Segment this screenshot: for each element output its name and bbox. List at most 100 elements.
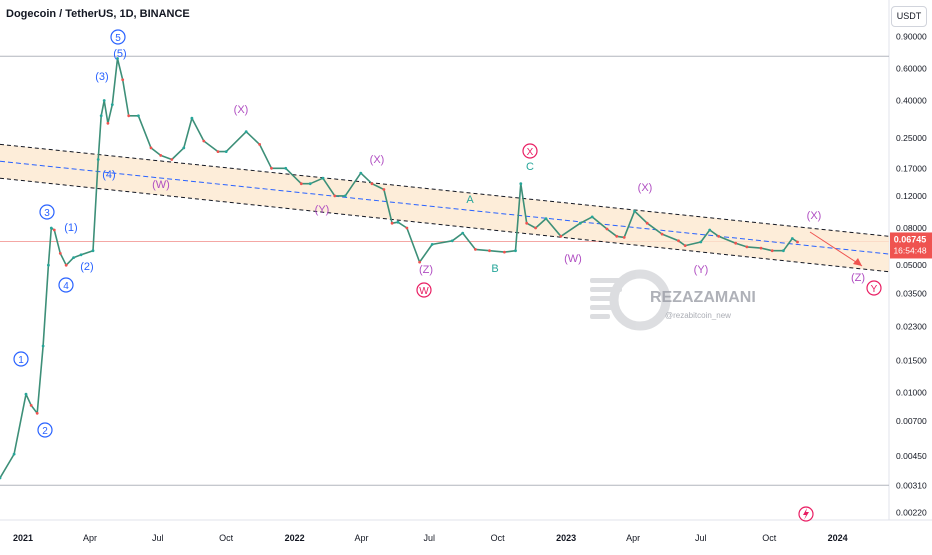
price-point xyxy=(202,139,206,143)
watermark-bar xyxy=(590,296,618,301)
price-point xyxy=(308,182,312,186)
price-point xyxy=(717,234,720,238)
price-point xyxy=(525,221,529,225)
price-point xyxy=(41,344,45,348)
price-point xyxy=(102,99,106,102)
x-tick-label: 2024 xyxy=(828,533,848,543)
price-point xyxy=(519,182,523,186)
price-point xyxy=(734,241,738,245)
price-point xyxy=(149,146,153,150)
wave-label: (Y) xyxy=(694,264,709,276)
price-point xyxy=(461,231,465,235)
wave-label: 1 xyxy=(18,355,24,366)
watermark-logo xyxy=(590,269,671,331)
price-point xyxy=(116,57,119,60)
y-tick-label: 0.40000 xyxy=(896,96,927,106)
price-box-value: 0.06745 xyxy=(894,234,927,244)
price-point xyxy=(343,194,347,198)
price-point xyxy=(321,176,325,180)
wave-label: C xyxy=(526,161,534,173)
price-point xyxy=(430,243,434,246)
price-point xyxy=(790,237,794,240)
price-point xyxy=(503,250,506,254)
price-point xyxy=(578,221,582,225)
wave-label: (X) xyxy=(370,154,385,166)
y-tick-label: 0.00310 xyxy=(896,480,927,490)
wave-label: (3) xyxy=(95,71,108,83)
currency-button[interactable]: USDT xyxy=(891,6,927,27)
price-point xyxy=(284,166,288,170)
wave-label: (4) xyxy=(102,169,115,181)
price-point xyxy=(244,130,248,134)
price-point xyxy=(258,143,261,146)
price-point xyxy=(270,166,273,170)
price-point xyxy=(450,239,454,243)
wave-label-circle xyxy=(522,143,538,159)
y-tick-label: 0.05000 xyxy=(896,260,927,270)
price-point xyxy=(29,404,33,407)
price-point xyxy=(544,217,548,221)
wave-label: (Z) xyxy=(851,272,865,284)
y-tick-label: 0.00220 xyxy=(896,507,927,517)
price-point xyxy=(677,239,680,243)
wave-label: 4 xyxy=(63,281,69,292)
x-tick-label: Oct xyxy=(762,533,777,543)
wave-label: X xyxy=(527,147,534,158)
price-point xyxy=(615,234,619,238)
wave-label-circle xyxy=(866,280,882,296)
price-point xyxy=(559,234,563,238)
projection-arrow-line xyxy=(809,231,863,267)
watermark-ring xyxy=(609,269,671,331)
price-point xyxy=(170,158,174,161)
wave-label: (1) xyxy=(64,222,77,234)
price-point xyxy=(359,171,363,175)
price-point xyxy=(137,114,140,118)
price-point xyxy=(99,114,103,118)
y-tick-label: 0.60000 xyxy=(896,63,927,73)
wave-label-circle xyxy=(58,277,74,293)
x-tick-label: Jul xyxy=(695,533,707,543)
price-point xyxy=(590,215,594,219)
wave-label: (Z) xyxy=(419,264,433,276)
y-tick-label: 0.02300 xyxy=(896,322,927,332)
price-point xyxy=(190,116,194,120)
wave-label: (Y) xyxy=(315,204,330,216)
wave-label: 5 xyxy=(115,33,121,44)
price-point xyxy=(299,182,303,186)
price-point xyxy=(49,226,53,230)
wave-label: A xyxy=(466,194,474,206)
wave-label: (2) xyxy=(80,261,93,273)
price-point xyxy=(91,249,95,253)
watermark-name: REZAZAMANI xyxy=(650,289,756,306)
wave-label-circle xyxy=(37,422,53,438)
price-axis-panel xyxy=(889,0,932,550)
y-tick-label: 0.01500 xyxy=(896,355,927,365)
price-point xyxy=(622,236,626,239)
price-point xyxy=(418,260,421,264)
channel-upper-line xyxy=(0,143,890,237)
price-point xyxy=(708,228,712,232)
y-tick-label: 0.08000 xyxy=(896,223,927,233)
price-point xyxy=(72,256,75,259)
price-point xyxy=(759,246,763,250)
price-point xyxy=(333,194,337,198)
x-tick-label: Apr xyxy=(355,533,369,543)
watermark-bar xyxy=(590,314,610,319)
price-point xyxy=(182,146,186,150)
price-box-countdown: 16:54:48 xyxy=(893,245,926,255)
wave-label-circle xyxy=(110,29,126,45)
wave-label: Y xyxy=(871,284,878,295)
price-point xyxy=(106,121,110,125)
wave-label: W xyxy=(419,286,429,297)
price-point xyxy=(127,114,131,118)
wave-label: (W) xyxy=(564,253,582,265)
x-tick-label: Jul xyxy=(423,533,435,543)
price-point xyxy=(605,227,609,231)
wave-label: (X) xyxy=(807,210,822,222)
price-point xyxy=(159,154,163,157)
wave-label: (5) xyxy=(113,48,126,60)
y-tick-label: 0.01000 xyxy=(896,388,927,398)
channel-lower-line xyxy=(0,177,890,273)
